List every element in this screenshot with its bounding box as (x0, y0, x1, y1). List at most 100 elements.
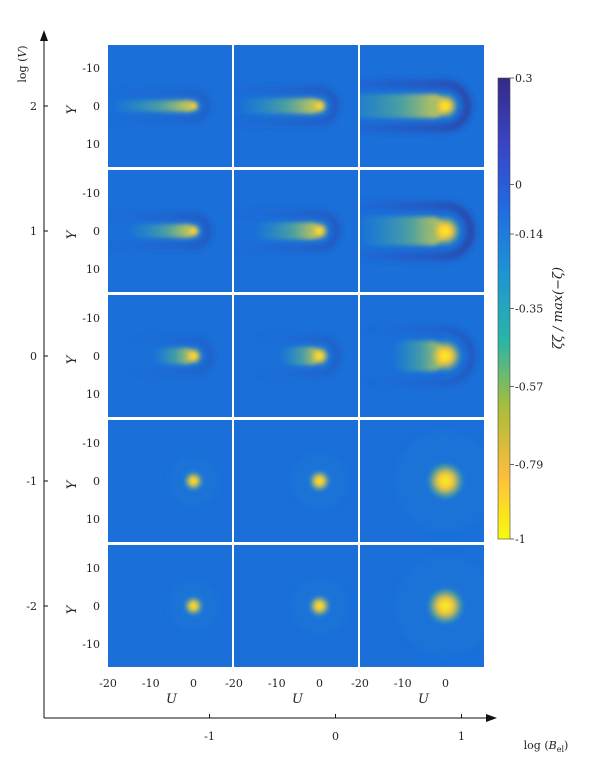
wake-tail (278, 346, 320, 366)
heatmap-panel (360, 545, 484, 667)
panel-y-tick-label: -10 (82, 187, 100, 200)
wake-tail (360, 216, 446, 246)
panel-y-tick-label: -10 (82, 638, 100, 651)
outer-x-tick-label: -1 (204, 730, 215, 743)
panel-y-tick-label: -10 (82, 312, 100, 325)
trough-ring (108, 214, 211, 248)
peak-core (308, 470, 331, 492)
peak-core (429, 214, 462, 248)
panel-field (234, 545, 358, 667)
heatmap-panel (234, 170, 358, 292)
trough-ring (108, 90, 210, 122)
panel-y-axis-label: Y (65, 229, 80, 239)
heatmap-panel (234, 545, 358, 667)
outer-x-axis-arrow (486, 714, 497, 722)
panel-field (234, 45, 358, 167)
outer-x-tick-labels: -1 0 1 (204, 714, 465, 743)
heatmap-panel (360, 295, 484, 417)
trough-ring (122, 337, 213, 375)
panel-y-axis-label: Y (65, 104, 80, 114)
colorbar-tick-label: -0.79 (515, 459, 543, 472)
colorbar-tick-label: 0 (515, 178, 522, 191)
panel-y-tick-label: 10 (86, 138, 100, 151)
peak-core (310, 97, 329, 115)
peak-core (428, 338, 463, 374)
panel-field (234, 420, 358, 542)
panel-x-tick-label: 0 (442, 677, 449, 690)
panel-x-tick-label: -20 (225, 677, 243, 690)
wake-tail (126, 224, 194, 238)
colorbar-tick-labels: 0.3 0 -0.14 -0.35 -0.57 -0.79 -1 (510, 72, 543, 546)
panel-field (360, 45, 484, 167)
peak-core (426, 461, 465, 501)
outer-x-tick-label: 0 (332, 730, 339, 743)
heatmap-panel (234, 45, 358, 167)
wake-tail (360, 93, 446, 119)
panel-y-tick-label: 10 (86, 562, 100, 575)
heatmap-panel (234, 295, 358, 417)
panel-y-axis-label: Y (65, 604, 80, 614)
panel-y-tick-label: 10 (86, 513, 100, 526)
outer-x-axis-title: log (Bel) (524, 739, 569, 754)
trough-ring (248, 335, 340, 377)
outer-x-tick-label: 1 (458, 730, 465, 743)
wake-tail (111, 100, 194, 112)
colorbar-tick-label: -1 (515, 533, 526, 546)
heatmap-panel (108, 420, 232, 542)
panel-field (108, 45, 232, 167)
panel-y-tick-label: 0 (93, 350, 100, 363)
colorbar-tick-label: -0.35 (515, 303, 543, 316)
panel-x-axis-label: U (292, 692, 304, 707)
outer-y-tick-labels: 2 1 0 -1 -2 (26, 100, 48, 613)
outer-y-tick-label: -2 (26, 600, 37, 613)
wake-tail (152, 347, 194, 365)
colorbar-tick-label: -0.57 (515, 381, 543, 394)
panel-x-tick-label: -20 (99, 677, 117, 690)
peak-core (187, 99, 200, 113)
peak-core (183, 471, 204, 491)
heatmap-panel (108, 295, 232, 417)
panel-field (360, 420, 484, 542)
peak-core (432, 92, 459, 120)
peak-core (309, 221, 330, 241)
trough-ring (234, 87, 338, 125)
panel-y-tick-label: 0 (93, 225, 100, 238)
peak-core (309, 345, 330, 367)
heatmap-panel (108, 545, 232, 667)
panel-y-tick-label: 0 (93, 475, 100, 488)
panel-field (108, 545, 232, 667)
panel-y-axis-label: Y (65, 354, 80, 364)
outer-y-axis-arrow (40, 30, 48, 41)
outer-y-tick-label: -1 (26, 475, 37, 488)
panel-axis-labels: -10 0 10 Y -10 0 10 Y -10 0 10 Y -10 0 10 Y 10 0 -10 Y -20 -1… (65, 62, 449, 707)
colorbar-tick-label: -0.14 (515, 228, 543, 241)
panel-x-tick-label: 0 (316, 677, 323, 690)
wake-tail (237, 98, 320, 114)
panel-field (234, 295, 358, 417)
colorbar-bar (497, 77, 511, 540)
trough-ring (360, 327, 475, 385)
peak-core (184, 346, 203, 366)
wake-tail (252, 222, 320, 240)
heatmap-panel (360, 420, 484, 542)
panel-y-tick-label: -10 (82, 437, 100, 450)
trough-ring (360, 202, 474, 260)
panel-field (234, 170, 358, 292)
panel-field (108, 420, 232, 542)
trough-ring (360, 80, 471, 132)
peak-core (426, 586, 465, 626)
outer-y-tick-label: 1 (30, 225, 37, 238)
outer-y-axis-title: log (V) (16, 45, 29, 82)
colorbar: 0.3 0 -0.14 -0.35 -0.57 -0.79 -1 ζζ / max(−ζ) (497, 72, 566, 546)
peak-core (183, 596, 204, 616)
panel-y-tick-label: 0 (93, 100, 100, 113)
panel-x-tick-label: 0 (190, 677, 197, 690)
heatmap-panel (234, 420, 358, 542)
panel-y-tick-label: 0 (93, 600, 100, 613)
panel-y-axis-label: Y (65, 479, 80, 489)
outer-y-tick-label: 0 (30, 350, 37, 363)
heatmap-panels (108, 45, 484, 667)
colorbar-tick-label: 0.3 (515, 72, 533, 85)
panel-x-tick-label: -10 (268, 677, 286, 690)
panel-field (360, 170, 484, 292)
